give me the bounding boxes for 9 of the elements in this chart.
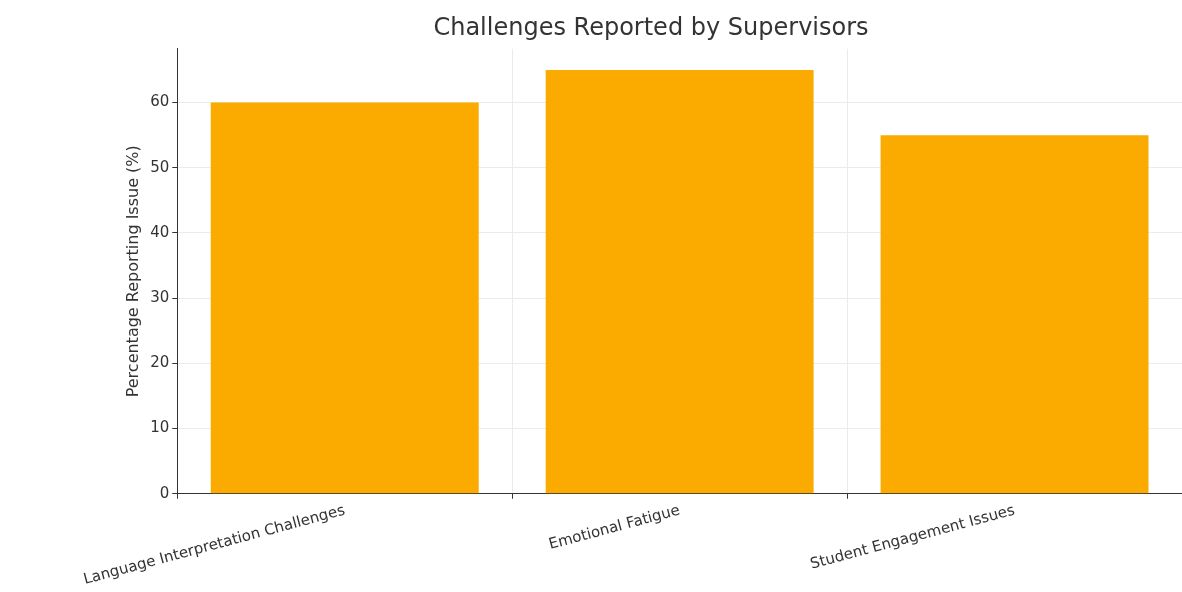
y-tick-label: 20 — [150, 353, 170, 372]
y-tick-label: 10 — [150, 418, 170, 437]
y-tick-label: 50 — [150, 157, 170, 176]
y-tick-label: 40 — [150, 222, 170, 241]
y-tick-label: 60 — [150, 92, 170, 111]
y-tick-label: 30 — [150, 288, 170, 307]
y-axis-title: Percentage Reporting Issue (%) — [122, 145, 142, 398]
y-tick-label: 0 — [159, 483, 170, 502]
chart-title: Challenges Reported by Supervisors — [433, 12, 869, 41]
